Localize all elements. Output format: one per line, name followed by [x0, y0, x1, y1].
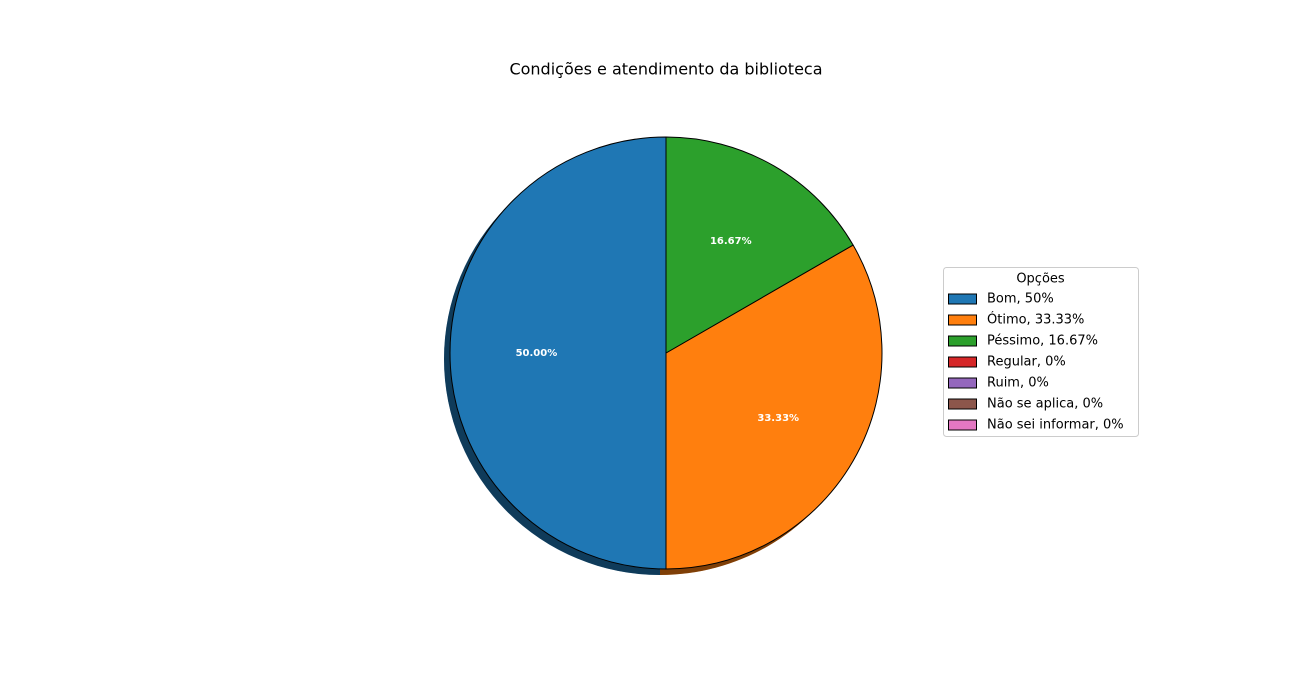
pie-slice	[665, 244, 883, 570]
legend-swatch	[948, 293, 977, 305]
legend-label: Bom, 50%	[987, 292, 1054, 307]
legend-swatch	[948, 314, 977, 326]
legend-label: Ótimo, 33.33%	[987, 312, 1084, 328]
legend-swatch	[948, 398, 977, 410]
legend-frame	[943, 267, 1139, 437]
legend-label: Não sei informar, 0%	[987, 418, 1124, 433]
legend-title: Opções	[1016, 272, 1065, 287]
slice-label: 33.33%	[757, 413, 799, 424]
legend-label: Regular, 0%	[987, 355, 1066, 370]
legend-swatch	[948, 356, 977, 368]
legend: Opções Bom, 50% Ótimo, 33.33% Péssimo, 16.6…	[943, 267, 1139, 437]
legend-swatch	[948, 377, 977, 389]
chart-title: Condições e atendimento da biblioteca	[509, 60, 822, 79]
legend-label: Ruim, 0%	[987, 376, 1049, 391]
legend-swatch	[948, 335, 977, 347]
slice-label: 16.67%	[710, 236, 752, 247]
legend-swatch	[948, 419, 977, 431]
pie-slice	[449, 136, 667, 570]
legend-label: Péssimo, 16.67%	[987, 334, 1098, 349]
pie-slice	[665, 136, 854, 354]
legend-label: Não se aplica, 0%	[987, 397, 1103, 412]
slice-label: 50.00%	[516, 348, 558, 359]
